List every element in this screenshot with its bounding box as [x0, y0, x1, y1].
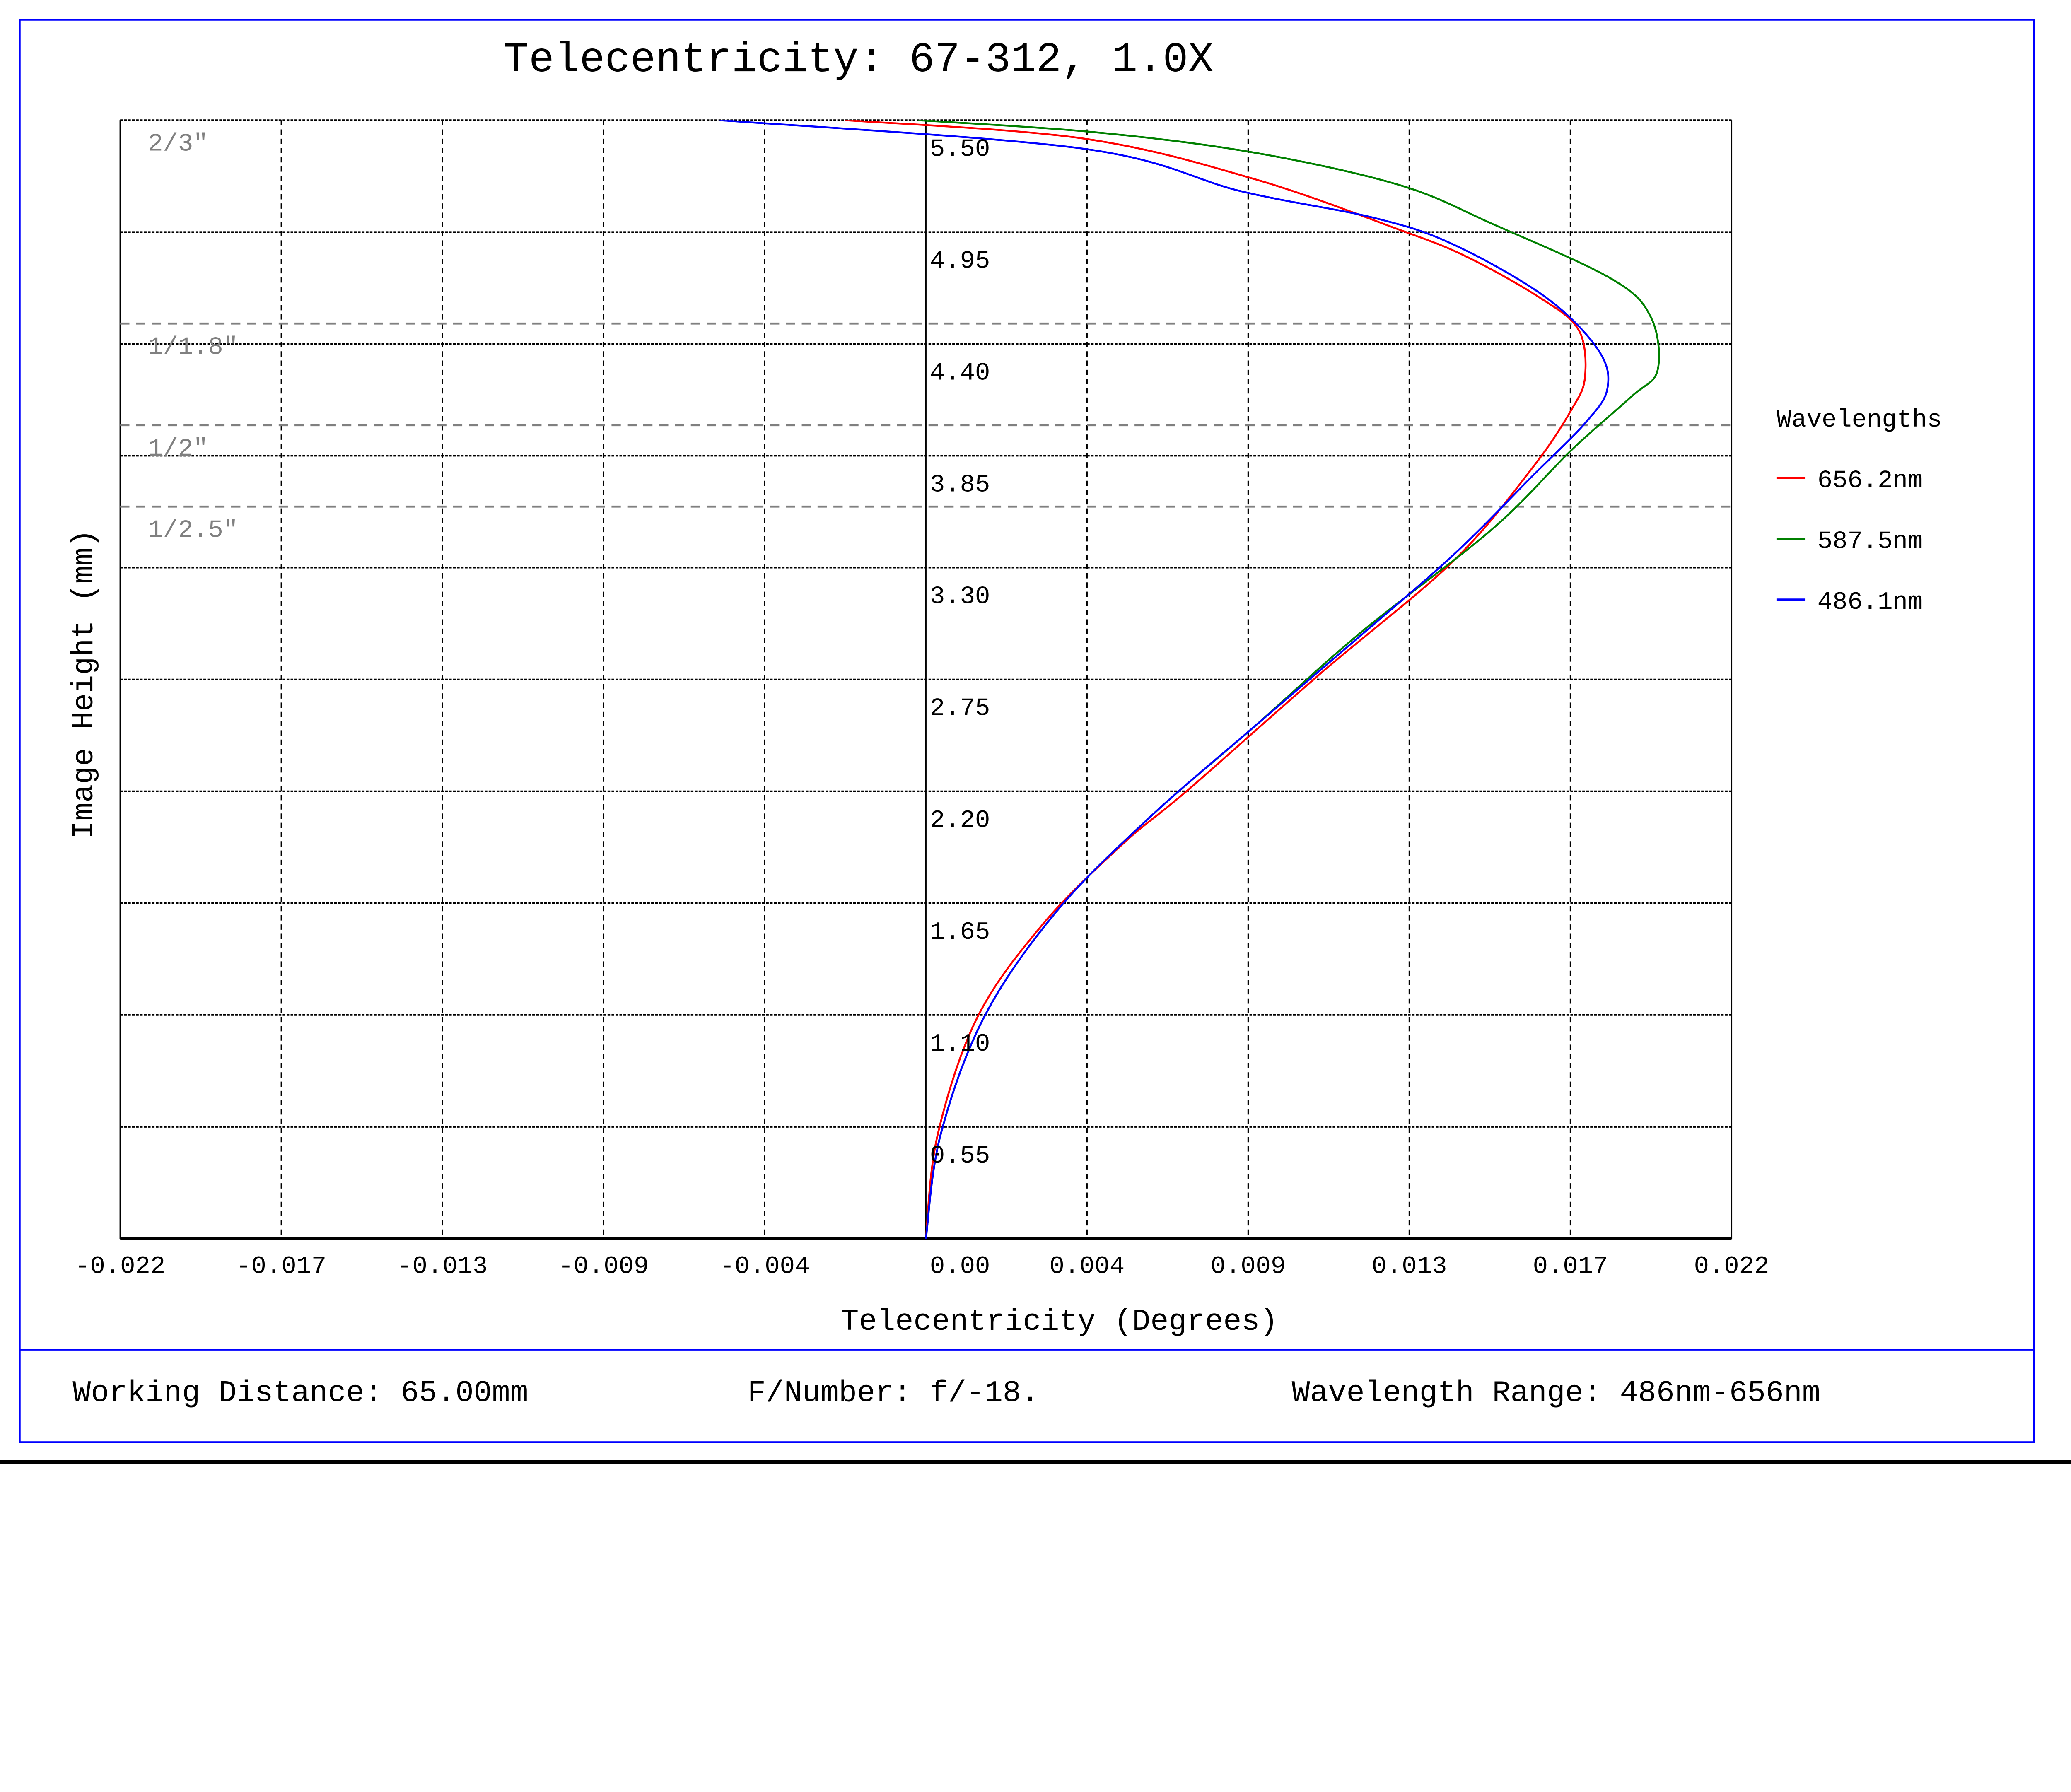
x-tick-label: -0.004: [719, 1253, 810, 1281]
wavelength-range: Wavelength Range: 486nm-656nm: [1292, 1376, 1820, 1411]
legend-label: 486.1nm: [1818, 588, 1923, 617]
sensor-label: 1/2": [148, 435, 208, 463]
chart-title: Telecentricity: 67-312, 1.0X: [503, 36, 1213, 84]
sensor-label: 1/1.8": [148, 334, 238, 362]
y-tick-label: 3.85: [930, 471, 990, 499]
x-tick-label: 0.022: [1694, 1253, 1769, 1281]
legend-title: Wavelengths: [1777, 406, 1942, 434]
y-tick-label: 5.50: [930, 135, 990, 164]
legend-label: 587.5nm: [1818, 528, 1923, 556]
legend-label: 656.2nm: [1818, 467, 1923, 495]
x-axis-label: Telecentricity (Degrees): [840, 1305, 1278, 1339]
y-tick-label: 4.40: [930, 359, 990, 387]
y-tick-label: 3.30: [930, 583, 990, 611]
x-tick-label: -0.022: [75, 1253, 165, 1281]
series-line-486.1nm: [719, 120, 1610, 1239]
y-tick-label: 1.65: [930, 919, 990, 947]
working-distance: Working Distance: 65.00mm: [72, 1376, 528, 1411]
x-tick-label: -0.009: [558, 1253, 649, 1281]
x-tick-label: 0.004: [1049, 1253, 1125, 1281]
x-tick-label: -0.017: [236, 1253, 326, 1281]
y-axis-label: Image Height (mm): [68, 529, 102, 839]
sensor-label: 2/3": [148, 130, 208, 159]
x-tick-label: 0.017: [1533, 1253, 1608, 1281]
x-tick-label: 0.013: [1372, 1253, 1447, 1281]
y-tick-label: 1.10: [930, 1030, 990, 1059]
x-tick-label: 0.00: [930, 1253, 990, 1281]
y-tick-label: 0.55: [930, 1142, 990, 1170]
outer-frame: [19, 19, 2035, 1443]
y-tick-label: 2.20: [930, 807, 990, 835]
f-number: F/Number: f/-18.: [748, 1376, 1039, 1411]
x-tick-label: -0.013: [397, 1253, 488, 1281]
y-tick-label: 2.75: [930, 695, 990, 723]
x-tick-label: 0.009: [1211, 1253, 1286, 1281]
telecentricity-chart: Telecentricity: 67-312, 1.0X 2/3" 1/1.8" 1…: [0, 19, 2071, 1464]
y-tick-label: 4.95: [930, 247, 990, 275]
series-line-656.2nm: [845, 120, 1587, 1239]
sensor-label: 1/2.5": [148, 517, 238, 545]
